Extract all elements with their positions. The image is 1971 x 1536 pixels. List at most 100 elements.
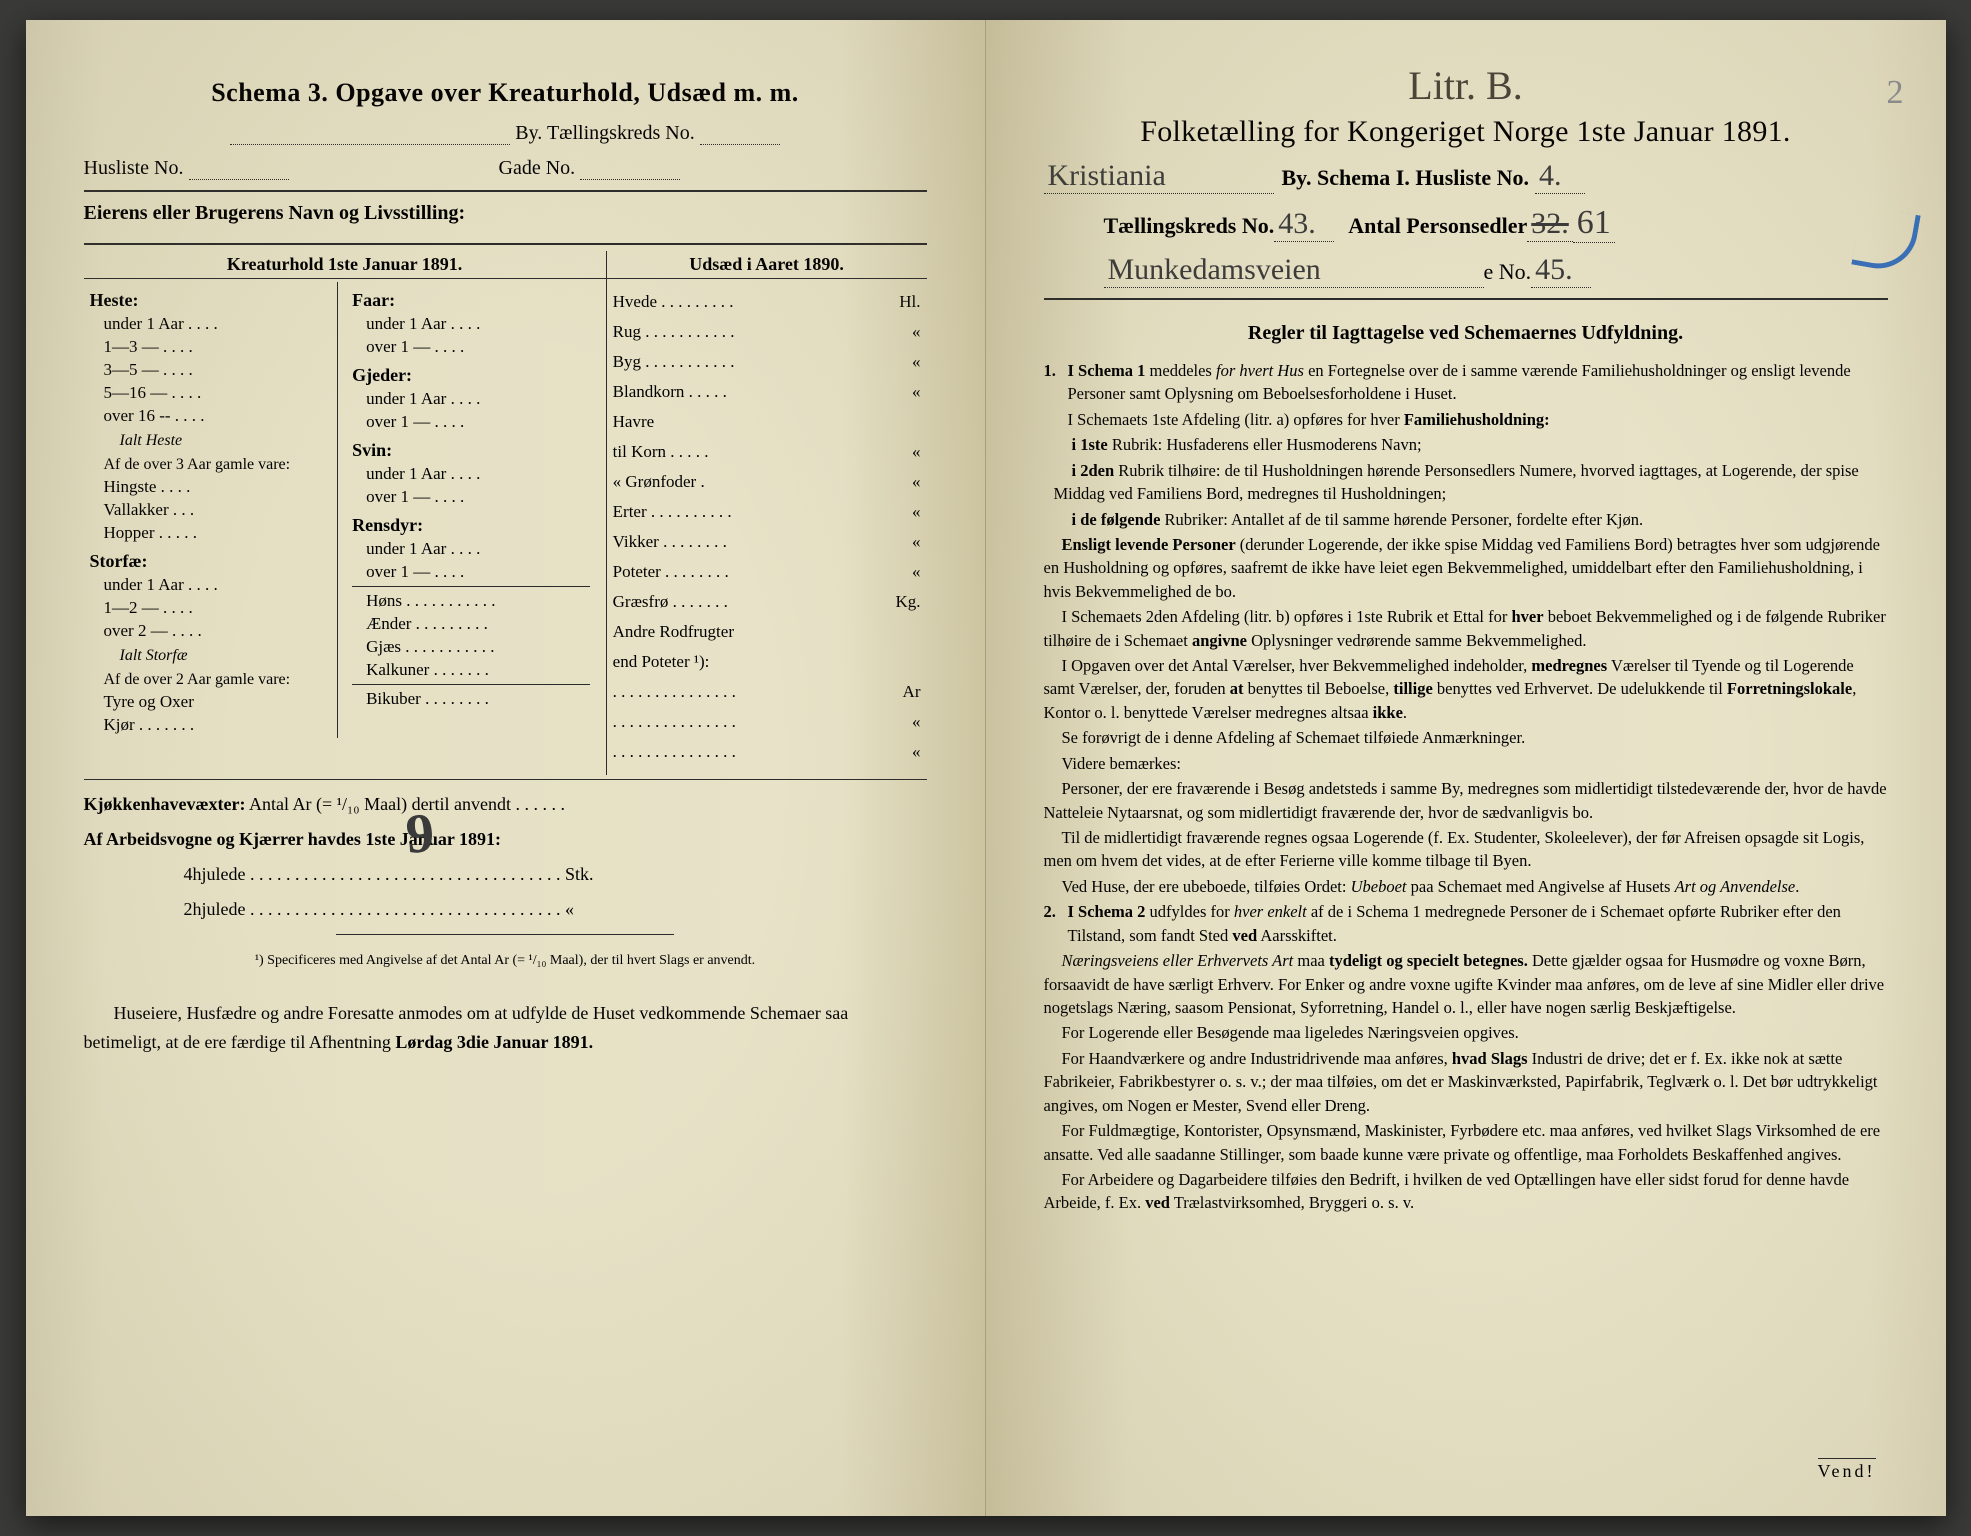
- other-row: Bikuber . . . . . . . .: [366, 689, 590, 709]
- svin-title: Svin:: [352, 440, 590, 461]
- udsaed-row: . . . . . . . . . . . . . . .«: [613, 712, 921, 732]
- storfae-ialt: Ialt Storfæ: [120, 647, 328, 665]
- udsaed-row: Rug . . . . . . . . . . .«: [613, 322, 921, 342]
- svin-row: over 1 — . . . .: [366, 487, 590, 507]
- husliste-label: Husliste No.: [84, 157, 184, 179]
- kjokken-line: Kjøkkenhavevæxter: Antal Ar (= ¹/₁₀ Maal…: [84, 794, 927, 815]
- regler-title: Regler til Iagttagelse ved Schemaernes U…: [1044, 322, 1888, 345]
- udsaed-row: end Poteter ¹):: [613, 652, 921, 672]
- gade-handwriting: Munkedamsveien: [1104, 253, 1484, 288]
- udsaed-row: Hvede . . . . . . . . .Hl.: [613, 292, 921, 312]
- heste-title: Heste:: [90, 290, 328, 311]
- kreds-blank: [700, 123, 780, 145]
- rule-p: Videre bemærkes:: [1044, 752, 1888, 775]
- heste-row: under 1 Aar . . . .: [104, 314, 328, 334]
- rule-p: I Schemaets 1ste Afdeling (litr. a) opfø…: [1068, 408, 1888, 431]
- schema1-line-3: Munkedamsveien e No. 45.: [1104, 253, 1888, 288]
- blue-checkmark-icon: [1851, 205, 1921, 275]
- rule-p: For Haandværkere og andre Industridriven…: [1044, 1047, 1888, 1117]
- gade-label: e No.: [1484, 259, 1532, 285]
- rule-p: Ved Huse, der ere ubeboede, tilføies Ord…: [1044, 875, 1888, 898]
- antal-struck: 32.: [1527, 207, 1573, 242]
- udsaed-row: Havre: [613, 412, 921, 432]
- handwritten-nine: 9: [403, 801, 435, 867]
- gjeder-row: over 1 — . . . .: [366, 412, 590, 432]
- udsaed-row: Erter . . . . . . . . . .«: [613, 502, 921, 522]
- schema1-line-1: Kristiania By. Schema I. Husliste No. 4.: [1044, 159, 1888, 194]
- heste-sub: Af de over 3 Aar gamle vare:: [104, 456, 328, 474]
- gadeno-blank: [580, 158, 680, 180]
- kreatur-body: Heste: under 1 Aar . . . . 1—3 — . . . .…: [84, 279, 607, 776]
- udsaed-body: Hvede . . . . . . . . .Hl. Rug . . . . .…: [606, 279, 926, 776]
- husliste-line: Husliste No. Gade No.: [84, 157, 927, 180]
- gjeder-row: under 1 Aar . . . .: [366, 389, 590, 409]
- rule-p: i 2den Rubrik tilhøire: de til Husholdni…: [1054, 459, 1888, 506]
- heste-subrow: Hingste . . . .: [104, 477, 328, 497]
- husliste-no-hand: 4.: [1535, 159, 1585, 194]
- storfae-title: Storfæ:: [90, 551, 328, 572]
- other-row: Ænder . . . . . . . . .: [366, 614, 590, 634]
- udsaed-row: Blandkorn . . . . .«: [613, 382, 921, 402]
- rensdyr-title: Rensdyr:: [352, 515, 590, 536]
- udsaed-row: . . . . . . . . . . . . . . .Ar: [613, 682, 921, 702]
- faar-row: under 1 Aar . . . .: [366, 314, 590, 334]
- heste-row: 3—5 — . . . .: [104, 360, 328, 380]
- svin-row: under 1 Aar . . . .: [366, 464, 590, 484]
- faar-row: over 1 — . . . .: [366, 337, 590, 357]
- gjeder-title: Gjeder:: [352, 365, 590, 386]
- gade-left-label: Gade No.: [499, 157, 576, 179]
- rule-p: Næringsveiens eller Erhvervets Art maa t…: [1044, 949, 1888, 1019]
- rule-p: Ensligt levende Personer (derunder Loger…: [1044, 533, 1888, 603]
- pencil-annotation-2: 2: [1887, 74, 1904, 112]
- schema3-title: Schema 3. Opgave over Kreaturhold, Udsæd…: [84, 78, 927, 108]
- closing-text: Huseiere, Husfædre og andre Foresatte an…: [84, 999, 927, 1057]
- rule-p: For Fuldmægtige, Kontorister, Opsynsmænd…: [1044, 1119, 1888, 1166]
- closing-bold: Lørdag 3die Januar 1891.: [395, 1032, 593, 1052]
- storfae-subrow: Kjør . . . . . . .: [104, 715, 328, 735]
- by-label: By. Tællingskreds No.: [515, 122, 694, 144]
- kreatur-col-2: Faar: under 1 Aar . . . . over 1 — . . .…: [337, 282, 600, 738]
- col-head-udsaed: Udsæd i Aaret 1890.: [606, 251, 926, 279]
- rule-p: Se forøvrigt de i denne Afdeling af Sche…: [1044, 726, 1888, 749]
- rensdyr-row: under 1 Aar . . . .: [366, 539, 590, 559]
- taelling-label: Tællingskreds No.: [1104, 213, 1275, 239]
- storfae-row: over 2 — . . . .: [104, 621, 328, 641]
- other-row: Høns . . . . . . . . . . .: [366, 591, 590, 611]
- folketaelling-title: Folketælling for Kongeriget Norge 1ste J…: [1044, 115, 1888, 149]
- heste-row: 5—16 — . . . .: [104, 383, 328, 403]
- faar-title: Faar:: [352, 290, 590, 311]
- arbeids-row: 2hjulede . . . . . . . . . . . . . . . .…: [184, 899, 927, 920]
- udsaed-row: « Grønfoder .«: [613, 472, 921, 492]
- arbeids-title: Af Arbeidsvogne og Kjærrer havdes 1ste J…: [84, 829, 927, 850]
- rule-p: I Schemaets 2den Afdeling (litr. b) opfø…: [1044, 605, 1888, 652]
- by-blank: [230, 123, 510, 145]
- litr-b-handwriting: Litr. B.: [1044, 62, 1888, 109]
- storfae-sub: Af de over 2 Aar gamle vare:: [104, 671, 328, 689]
- footnote: ¹) Specificeres med Angivelse af det Ant…: [84, 953, 927, 969]
- storfae-subrow: Tyre og Oxer: [104, 692, 328, 712]
- kjokken-label: Kjøkkenhavevæxter:: [84, 794, 246, 814]
- other-row: Kalkuner . . . . . . .: [366, 660, 590, 680]
- schema1-label: By. Schema I. Husliste No.: [1282, 165, 1530, 191]
- rule-p: Til de midlertidigt fraværende regnes og…: [1044, 826, 1888, 873]
- schema1-line-2: Tællingskreds No. 43. Antal Personsedler…: [1104, 204, 1888, 243]
- rule-2: 2. I Schema 2 udfyldes for hver enkelt a…: [1044, 900, 1888, 949]
- other-row: Gjæs . . . . . . . . . . .: [366, 637, 590, 657]
- eierens-label: Eierens eller Brugerens Navn og Livsstil…: [84, 202, 927, 225]
- storfae-row: 1—2 — . . . .: [104, 598, 328, 618]
- husliste-blank: [189, 158, 289, 180]
- rule-1: 1. I Schema 1 meddeles for hvert Hus en …: [1044, 359, 1888, 408]
- heste-subrow: Vallakker . . .: [104, 500, 328, 520]
- heste-row: over 16 -- . . . .: [104, 406, 328, 426]
- udsaed-row: Græsfrø . . . . . . .Kg.: [613, 592, 921, 612]
- gade-no-hand: 45.: [1531, 253, 1591, 288]
- rule-p: I Opgaven over det Antal Værelser, hver …: [1044, 654, 1888, 724]
- by-handwriting: Kristiania: [1044, 159, 1274, 194]
- storfae-row: under 1 Aar . . . .: [104, 575, 328, 595]
- udsaed-row: Vikker . . . . . . . .«: [613, 532, 921, 552]
- udsaed-row: Andre Rodfrugter: [613, 622, 921, 642]
- taelling-no-hand: 43.: [1274, 207, 1334, 242]
- left-page: Schema 3. Opgave over Kreaturhold, Udsæd…: [26, 20, 986, 1516]
- book-spread: Schema 3. Opgave over Kreaturhold, Udsæd…: [26, 20, 1946, 1516]
- rensdyr-row: over 1 — . . . .: [366, 562, 590, 582]
